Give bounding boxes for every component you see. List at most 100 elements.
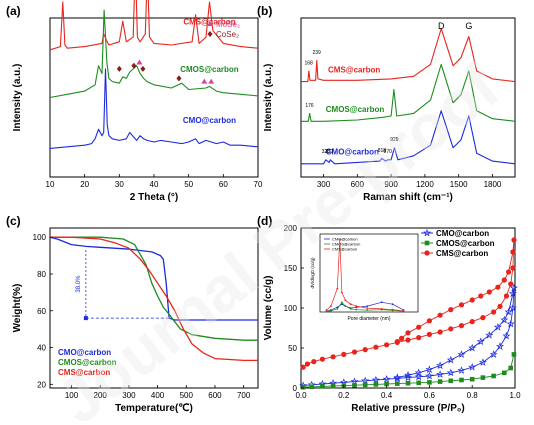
inset-point	[340, 301, 343, 304]
bet-legend-label: CMOS@carbon	[436, 239, 495, 248]
xrd-series-label: CMO@carbon	[183, 116, 236, 125]
bet-x-tick-label: 0.4	[381, 391, 393, 400]
tga-y-tick-label: 20	[37, 380, 46, 389]
bet-legend-marker	[424, 240, 430, 246]
bet-legend-label: CMS@carbon	[436, 249, 488, 258]
tga-x-tick-label: 500	[180, 391, 194, 400]
bet-point	[300, 384, 306, 390]
bet-point	[320, 384, 325, 389]
bet-point	[373, 382, 379, 387]
bet-point	[478, 358, 487, 366]
inset-point	[391, 308, 394, 311]
bet-point	[510, 249, 516, 255]
bet-point	[426, 331, 432, 337]
tga-y-tick-label: 60	[37, 307, 46, 316]
bet-legend-marker	[423, 228, 431, 237]
bet-point	[504, 307, 513, 316]
tga-y-tick-label: 40	[37, 344, 46, 353]
bet-point	[469, 297, 475, 303]
bet-point	[362, 347, 368, 353]
bet-point	[395, 381, 400, 386]
raman-panel-letter: (b)	[257, 4, 272, 18]
bet-point	[405, 380, 411, 386]
bet-point	[309, 384, 314, 390]
cose2-marker	[140, 65, 146, 72]
inset-point	[338, 238, 341, 241]
bet-point	[469, 376, 475, 382]
inset-x-axis-label: Pore diameter (nm)	[347, 316, 390, 322]
panel-c-frame	[49, 227, 259, 389]
bet-series-line	[303, 354, 515, 388]
tga-series-line	[49, 236, 258, 321]
bet-point	[503, 293, 510, 299]
bet-point	[446, 368, 455, 377]
xrd-x-tick-label: 10	[46, 180, 55, 189]
bet-point	[497, 303, 503, 309]
bet-point	[341, 351, 347, 357]
bet-point	[469, 319, 475, 325]
bet-point	[496, 342, 505, 350]
inset-point	[355, 308, 358, 311]
bet-point	[458, 302, 465, 308]
bet-point	[373, 344, 379, 350]
bet-point	[493, 322, 502, 331]
bet-point	[404, 373, 412, 382]
bet-point	[361, 376, 370, 385]
inset-point	[380, 307, 383, 310]
tga-series-line	[50, 236, 258, 341]
tga-x-tick-label: 200	[94, 391, 108, 400]
bet-point	[319, 356, 325, 362]
inset-point	[366, 305, 369, 308]
bet-point	[300, 364, 306, 370]
bet-point	[500, 315, 509, 324]
tga-x-tick-label: 700	[237, 391, 251, 400]
bet-point	[448, 378, 454, 384]
bet-point	[436, 370, 445, 378]
bet-point	[491, 309, 497, 315]
bet-point	[405, 330, 411, 336]
panel-a-frame	[49, 17, 259, 178]
inset-legend-label: CMOS@carbon	[332, 242, 360, 247]
inset-point	[402, 309, 405, 312]
bet-y-tick-label: 100	[284, 304, 298, 313]
bet-point	[437, 379, 443, 384]
raman-x-tick-label: 1800	[484, 180, 502, 189]
bet-y-tick-label: 0	[293, 384, 298, 393]
tga-x-tick-label: 400	[151, 391, 165, 400]
bet-point	[480, 375, 486, 380]
raman-series-label: CMOS@carbon	[326, 105, 385, 114]
bet-point	[457, 350, 466, 358]
xrd-x-tick-label: 60	[219, 180, 228, 189]
bet-point	[480, 315, 486, 321]
bet-point	[446, 355, 455, 364]
bet-point	[416, 324, 422, 330]
bet-point	[330, 383, 336, 389]
bet-point	[330, 354, 336, 360]
bet-point	[511, 352, 517, 357]
bet-point	[495, 284, 501, 290]
inset-point	[340, 291, 343, 294]
inset-point	[349, 307, 352, 310]
inset-legend-label: CMO@carbon	[332, 237, 358, 242]
tga-panel-letter: (c)	[6, 214, 21, 228]
raman-series-label: CMS@carbon	[328, 65, 380, 74]
bet-point	[506, 319, 515, 328]
bet-y-axis-label: Volume (cc/g)	[263, 276, 274, 341]
xrd-series-line	[49, 68, 259, 149]
bet-point	[416, 335, 422, 341]
inset-point	[344, 299, 347, 302]
bet-point	[457, 366, 466, 374]
bet-panel-letter: (d)	[257, 214, 272, 228]
bet-point	[384, 342, 390, 348]
inset-series-line	[326, 239, 404, 312]
raman-peak-annotation: 320	[322, 149, 331, 155]
bet-point	[351, 349, 358, 355]
tga-y-tick-label: 100	[33, 233, 47, 242]
xrd-x-tick-label: 20	[80, 180, 89, 189]
inset-point	[366, 307, 369, 309]
bet-point	[352, 382, 357, 388]
bet-point	[304, 361, 311, 367]
tga-legend-label: CMOS@carbon	[58, 358, 117, 367]
inset-point	[340, 303, 343, 306]
xrd-x-tick-label: 30	[115, 180, 124, 189]
